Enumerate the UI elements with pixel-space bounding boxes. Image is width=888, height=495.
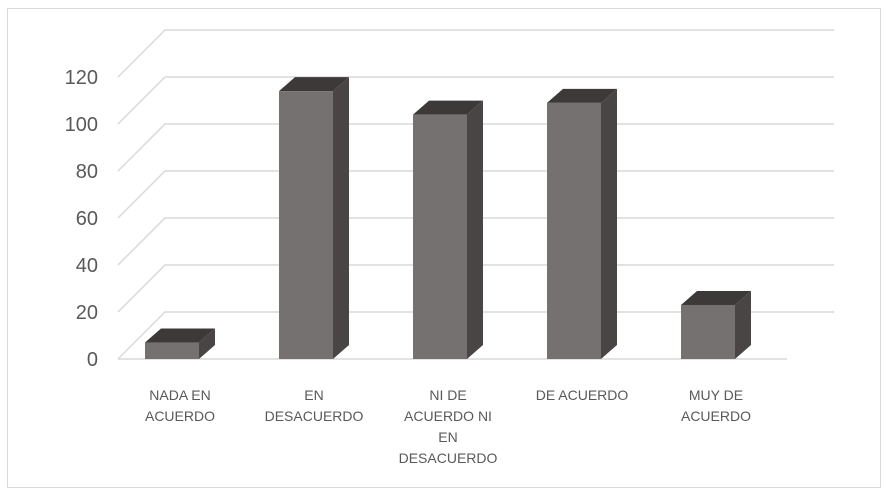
bar-side [467,100,483,359]
bar-side [333,77,349,359]
y-tick-label: 120 [65,67,98,89]
y-tick-label: 20 [76,302,98,324]
bar-top [547,88,617,103]
bar-front [279,91,333,359]
y-tick-label: 100 [65,114,98,136]
bar [279,77,349,359]
bar [413,100,483,359]
y-tick-label: 60 [76,208,98,230]
x-tick-label: NADA EN ACUERDO [145,387,215,424]
y-tick-label: 0 [87,349,98,371]
bar [547,88,617,359]
bar-top [413,100,483,115]
bar-front [681,304,735,359]
x-tick-label: NI DE ACUERDO NI EN DESACUERDO [399,387,498,466]
bar-side [735,290,751,359]
bar-front [547,102,601,359]
bar [681,290,751,359]
bar-front [145,342,199,359]
bars [145,77,751,359]
x-tick-label: EN DESACUERDO [265,387,364,424]
y-tick-label: 80 [76,161,98,183]
bar [145,328,215,359]
gridline [117,29,834,78]
x-tick-label: DE ACUERDO [536,387,629,403]
y-axis: 0 20 40 60 80 100 120 [65,67,98,371]
bar-side [199,328,215,359]
x-tick-label: MUY DE ACUERDO [681,387,751,424]
bar-top [279,77,349,92]
bar-front [413,114,467,359]
bar-top [145,328,215,343]
bar-top [681,290,751,305]
bar-side [601,88,617,359]
y-tick-label: 40 [76,255,98,277]
x-axis: NADA EN ACUERDO EN DESACUERDO NI DE ACUERDO N… [145,387,751,466]
gridline [117,76,834,125]
